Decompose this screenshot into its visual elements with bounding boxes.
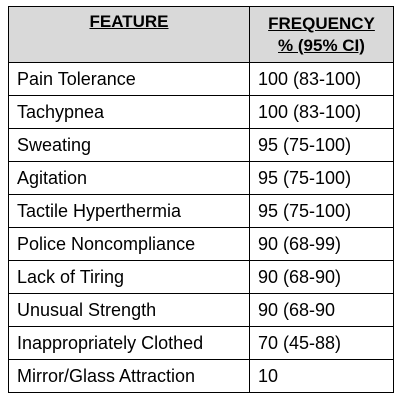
- frequency-cell: 100 (83-100): [249, 62, 394, 96]
- table-row: Police Noncompliance 90 (68-99): [8, 227, 394, 261]
- feature-cell: Police Noncompliance: [8, 227, 250, 261]
- table-header: FEATURE FREQUENCY % (95% CI): [8, 6, 394, 63]
- frequency-cell: 90 (68-99): [249, 227, 394, 261]
- frequency-cell: 95 (75-100): [249, 194, 394, 228]
- feature-cell: Inappropriately Clothed: [8, 326, 250, 360]
- header-row: FEATURE FREQUENCY % (95% CI): [8, 6, 394, 63]
- table-row: Lack of Tiring 90 (68-90): [8, 260, 394, 294]
- table-row: Pain Tolerance 100 (83-100): [8, 62, 394, 96]
- frequency-cell: 95 (75-100): [249, 161, 394, 195]
- table-row: Inappropriately Clothed 70 (45-88): [8, 326, 394, 360]
- table-row: Tactile Hyperthermia 95 (75-100): [8, 194, 394, 228]
- frequency-cell: 10: [249, 359, 394, 393]
- table-row: Mirror/Glass Attraction 10: [8, 359, 394, 393]
- table-row: Tachypnea 100 (83-100): [8, 95, 394, 129]
- table-row: Agitation 95 (75-100): [8, 161, 394, 195]
- feature-cell: Sweating: [8, 128, 250, 162]
- feature-cell: Tactile Hyperthermia: [8, 194, 250, 228]
- frequency-cell: 90 (68-90: [249, 293, 394, 327]
- table-row: Unusual Strength 90 (68-90: [8, 293, 394, 327]
- feature-cell: Tachypnea: [8, 95, 250, 129]
- feature-cell: Unusual Strength: [8, 293, 250, 327]
- frequency-column-header: FREQUENCY % (95% CI): [249, 6, 394, 63]
- table-body: Pain Tolerance 100 (83-100) Tachypnea 10…: [8, 62, 394, 393]
- feature-header-label: FEATURE: [89, 12, 169, 31]
- frequency-cell: 95 (75-100): [249, 128, 394, 162]
- frequency-header-label-line1: FREQUENCY: [268, 13, 375, 33]
- feature-cell: Mirror/Glass Attraction: [8, 359, 250, 393]
- table-row: Sweating 95 (75-100): [8, 128, 394, 162]
- frequency-cell: 70 (45-88): [249, 326, 394, 360]
- feature-frequency-table: FEATURE FREQUENCY % (95% CI) Pain Tolera…: [8, 6, 394, 393]
- feature-cell: Pain Tolerance: [8, 62, 250, 96]
- feature-cell: Agitation: [8, 161, 250, 195]
- feature-cell: Lack of Tiring: [8, 260, 250, 294]
- frequency-cell: 90 (68-90): [249, 260, 394, 294]
- frequency-header-label-line2: % (95% CI): [278, 35, 365, 55]
- feature-column-header: FEATURE: [8, 6, 250, 63]
- feature-frequency-table-container: FEATURE FREQUENCY % (95% CI) Pain Tolera…: [8, 6, 394, 393]
- frequency-cell: 100 (83-100): [249, 95, 394, 129]
